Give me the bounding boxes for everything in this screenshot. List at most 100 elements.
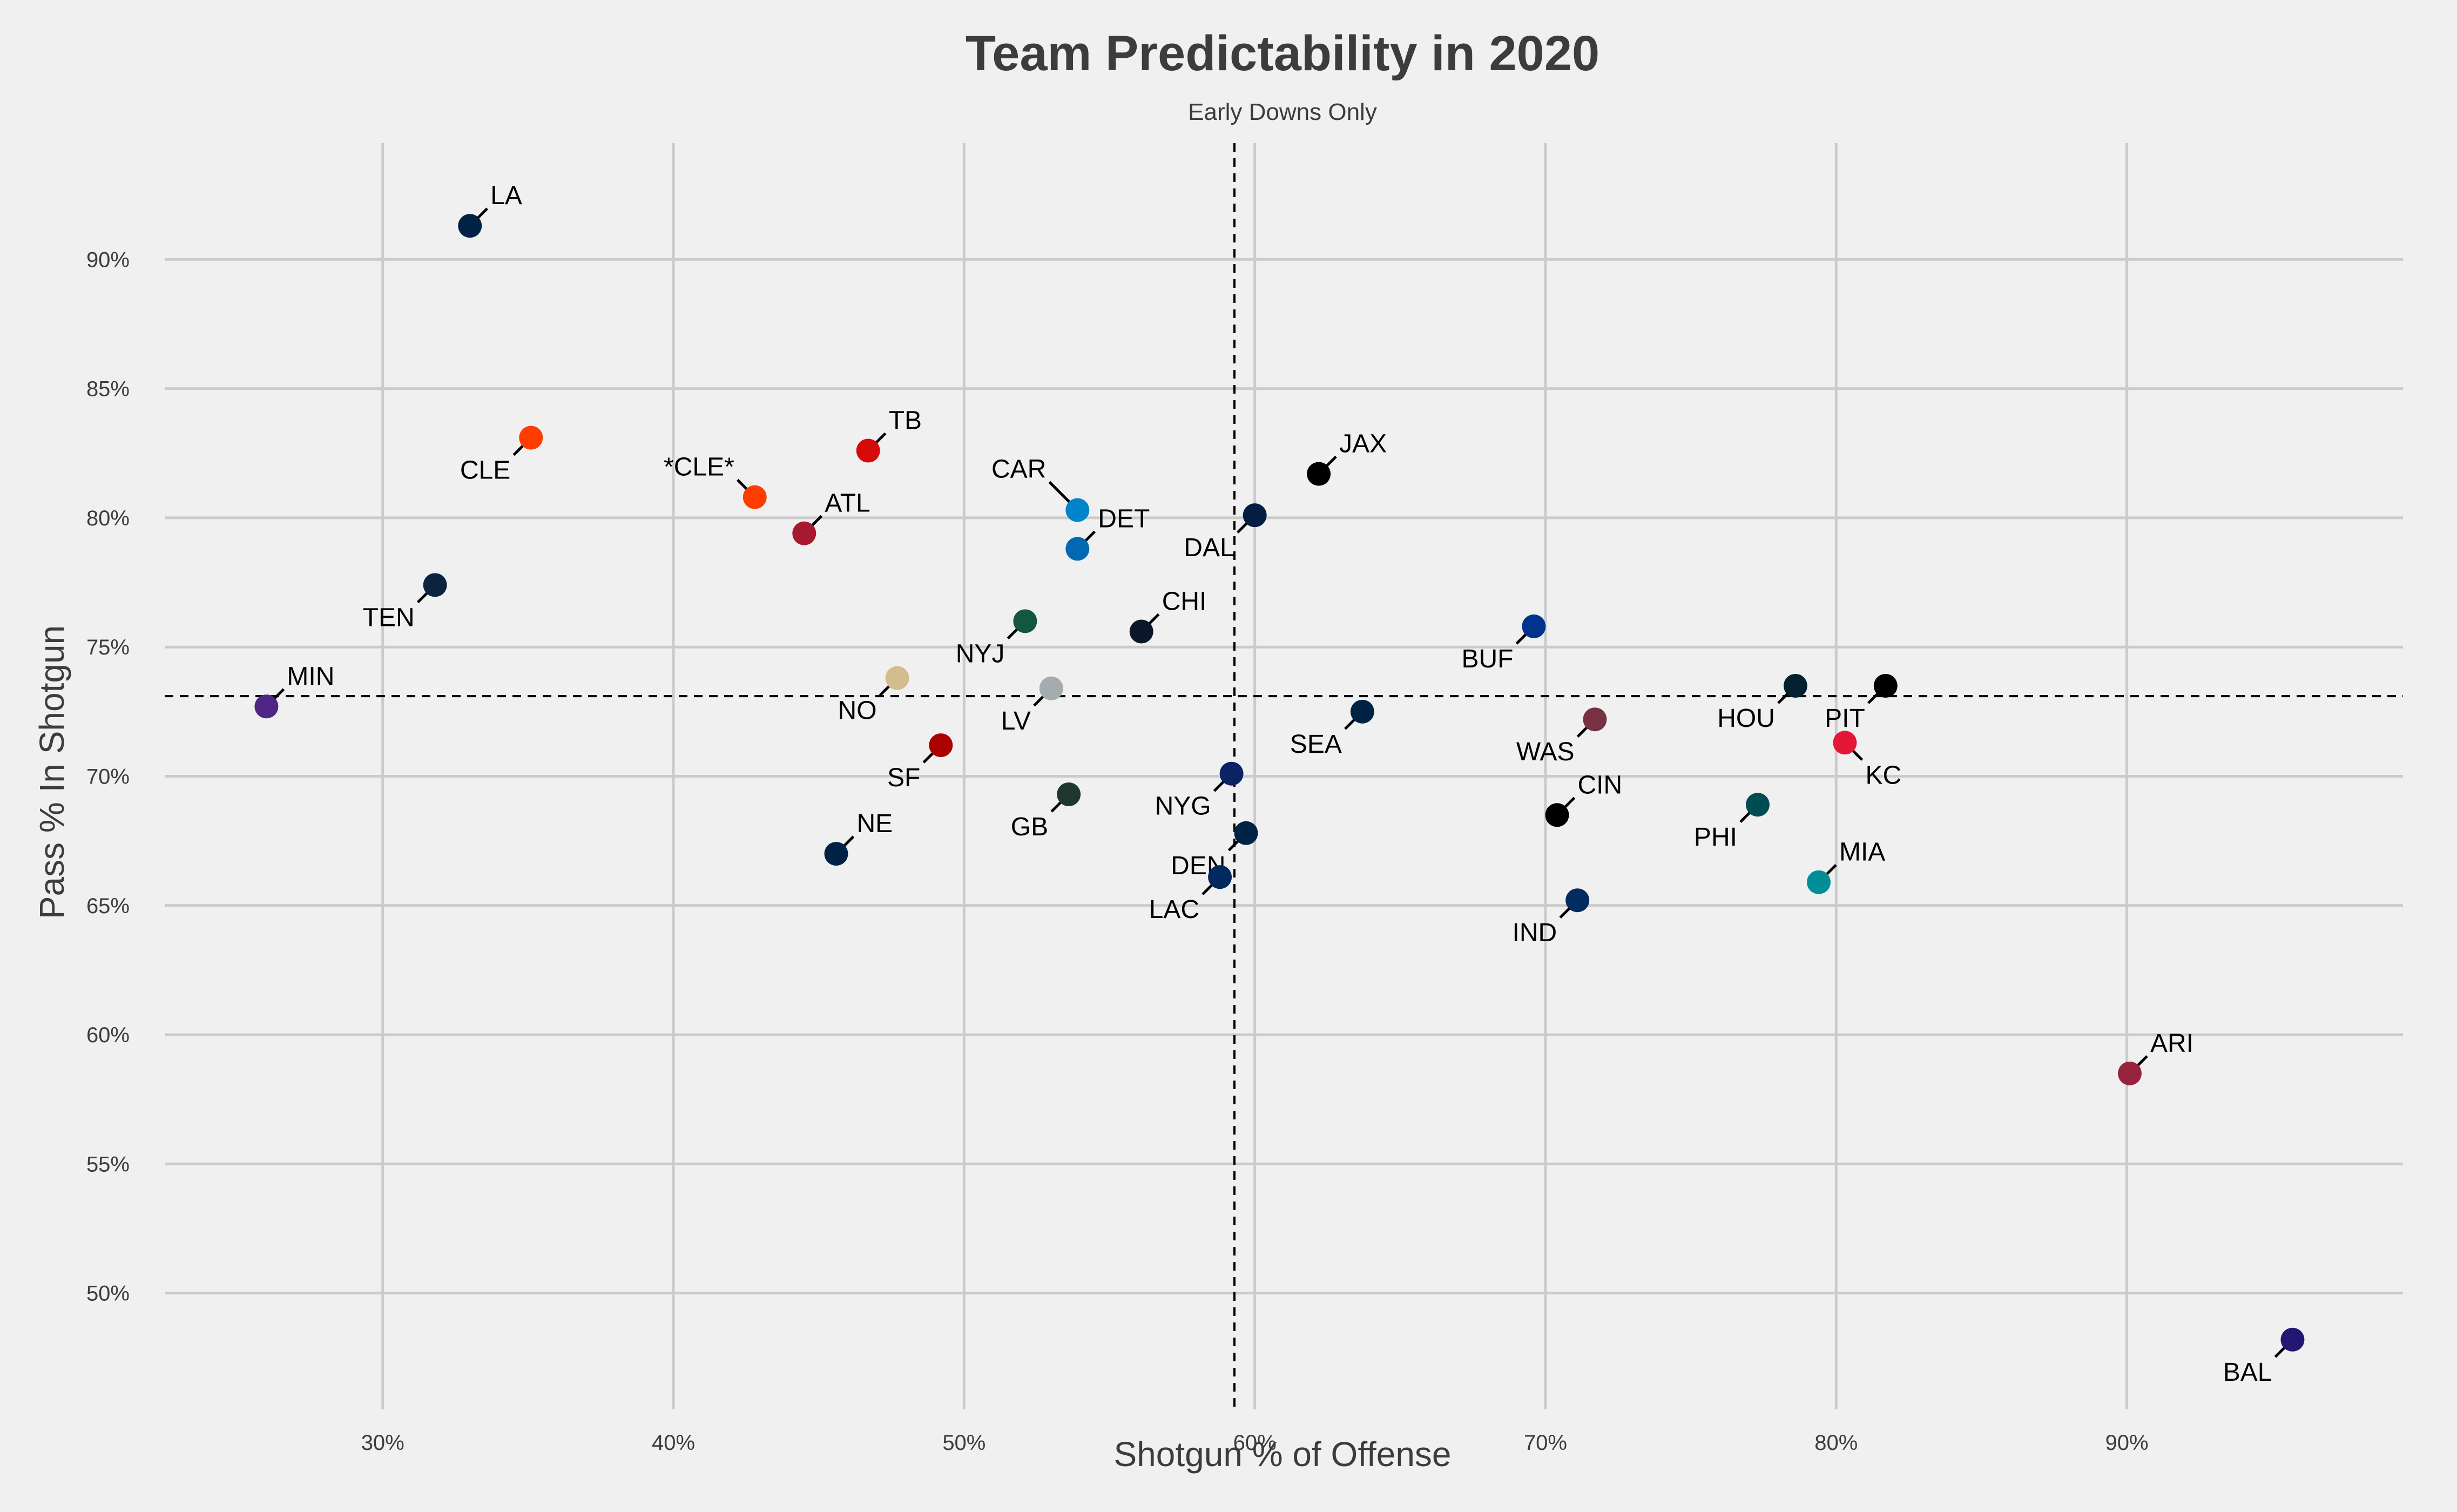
x-tick-label: 30% <box>361 1431 404 1455</box>
data-point-marker <box>1783 674 1807 698</box>
y-tick-label: 75% <box>86 636 130 659</box>
team-label: BUF <box>1461 645 1513 673</box>
team-label: CHI <box>1162 588 1207 616</box>
team-label: NYG <box>1155 792 1211 821</box>
team-point-atl: ATL <box>792 489 870 545</box>
team-point-cin: CIN <box>1545 771 1623 827</box>
data-point-marker <box>1065 498 1090 522</box>
team-label: SEA <box>1290 730 1342 759</box>
team-point-la: LA <box>458 181 522 238</box>
team-label: *CLE* <box>664 453 734 482</box>
data-point-marker <box>792 521 816 545</box>
data-point-marker <box>1350 699 1374 724</box>
y-tick-label: 90% <box>86 248 130 272</box>
team-point-min: MIN <box>254 662 334 719</box>
data-point-marker <box>1057 782 1081 806</box>
data-point-marker <box>1039 676 1063 700</box>
data-point-marker <box>254 694 279 719</box>
team-label: KC <box>1865 761 1901 789</box>
data-point-marker <box>1873 674 1898 698</box>
tick-labels: 30% 40% 50% 60% 70% 80% 90% 50% 55% 60% 65% 70% 75% 8… <box>86 248 2149 1455</box>
y-tick-label: 65% <box>86 894 130 918</box>
team-point-ari: ARI <box>2117 1029 2193 1085</box>
team-label: TEN <box>363 603 415 632</box>
team-point-hou: HOU <box>1717 674 1807 733</box>
y-axis-label: Pass % In Shotgun <box>32 625 71 919</box>
team-label: TB <box>889 407 922 435</box>
team-label: SF <box>887 764 920 792</box>
y-tick-label: 70% <box>86 765 130 789</box>
team-point-starclestar: *CLE* <box>664 453 767 509</box>
grid-lines <box>165 143 2403 1409</box>
team-label: MIN <box>287 662 334 691</box>
team-point-buf: BUF <box>1461 614 1546 673</box>
team-label: DAL <box>1184 534 1234 562</box>
team-point-det: DET <box>1065 504 1150 561</box>
team-label: ATL <box>825 489 870 518</box>
team-point-chi: CHI <box>1129 588 1207 644</box>
team-point-tb: TB <box>856 407 922 463</box>
team-label: CIN <box>1578 771 1623 799</box>
team-label: IND <box>1513 919 1557 947</box>
data-point-marker <box>2280 1327 2305 1352</box>
data-point-marker <box>423 573 447 597</box>
team-label: NYJ <box>956 639 1005 668</box>
data-point-marker <box>824 842 848 866</box>
data-point-marker <box>885 666 909 690</box>
x-tick-label: 80% <box>1814 1431 1858 1455</box>
data-point-marker <box>1219 761 1244 786</box>
team-point-nyg: NYG <box>1155 761 1244 821</box>
team-label: PIT <box>1825 704 1865 733</box>
data-point-marker <box>1208 865 1232 889</box>
data-points: LA CLE *CLE* TB ATL TEN MIN CAR DET NYJ CHI NO LV SF G… <box>254 181 2305 1387</box>
team-point-cle: CLE <box>460 426 543 485</box>
team-label: JAX <box>1339 430 1387 458</box>
team-label: CLE <box>460 456 510 485</box>
team-label: NE <box>857 809 893 838</box>
team-point-sf: SF <box>887 733 953 792</box>
data-point-marker <box>1833 731 1857 755</box>
team-point-nyj: NYJ <box>956 609 1037 668</box>
y-tick-label: 50% <box>86 1282 130 1306</box>
team-point-bal: BAL <box>2223 1327 2305 1387</box>
data-point-marker <box>1522 614 1546 638</box>
team-point-phi: PHI <box>1694 793 1770 852</box>
team-label: PHI <box>1694 823 1737 852</box>
x-tick-label: 70% <box>1524 1431 1567 1455</box>
team-label: HOU <box>1717 704 1775 733</box>
data-point-marker <box>519 426 543 450</box>
team-label: CAR <box>991 455 1046 484</box>
data-point-marker <box>1565 888 1590 913</box>
x-axis-label: Shotgun % of Offense <box>1113 1435 1451 1474</box>
team-label: LA <box>490 181 522 210</box>
team-point-mia: MIA <box>1806 838 1885 894</box>
y-tick-label: 55% <box>86 1152 130 1176</box>
team-label: NO <box>838 697 877 725</box>
chart-subtitle: Early Downs Only <box>1188 99 1377 125</box>
team-label: GB <box>1011 813 1048 841</box>
team-point-was: WAS <box>1516 707 1607 766</box>
team-point-pit: PIT <box>1825 674 1898 733</box>
data-point-marker <box>1065 537 1090 561</box>
y-tick-label: 60% <box>86 1023 130 1047</box>
data-point-marker <box>1243 503 1267 528</box>
team-label: LAC <box>1149 895 1199 924</box>
x-tick-label: 90% <box>2105 1431 2149 1455</box>
team-point-ne: NE <box>824 809 893 866</box>
team-point-ind: IND <box>1513 888 1590 947</box>
data-point-marker <box>1234 821 1258 845</box>
chart-title: Team Predictability in 2020 <box>966 26 1599 81</box>
team-label: ARI <box>2150 1029 2193 1058</box>
team-point-lac: LAC <box>1149 865 1232 924</box>
team-label: LV <box>1001 707 1031 735</box>
y-tick-label: 85% <box>86 377 130 401</box>
team-point-jax: JAX <box>1307 430 1387 486</box>
team-point-lv: LV <box>1001 676 1063 735</box>
data-point-marker <box>1307 462 1331 486</box>
reference-lines <box>165 143 2403 1409</box>
team-point-ten: TEN <box>363 573 447 632</box>
team-point-car: CAR <box>991 455 1090 522</box>
team-point-no: NO <box>838 666 909 725</box>
